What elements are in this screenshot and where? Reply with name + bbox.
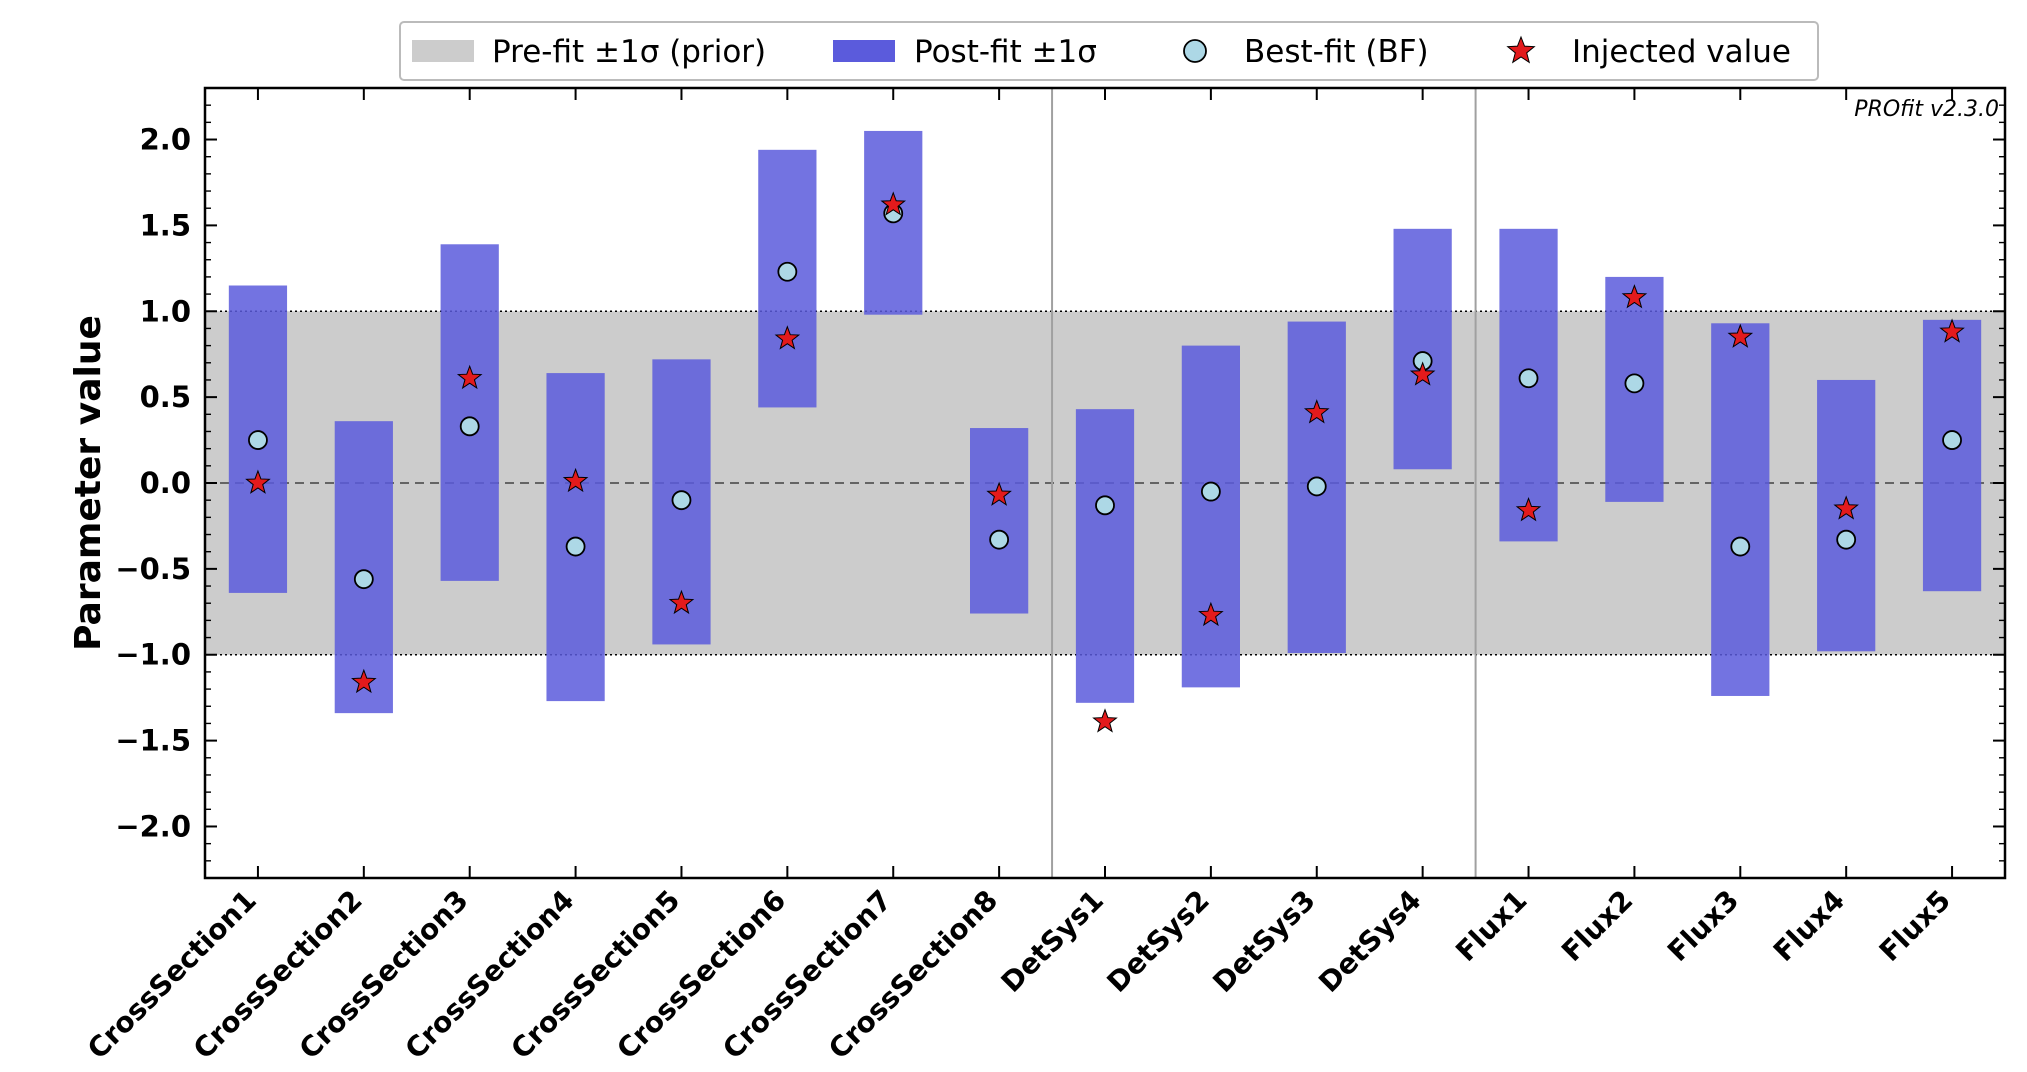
group-separators-layer — [1051, 88, 1477, 878]
postfit-bar-detsys4 — [1393, 228, 1452, 470]
legend-frame — [399, 21, 1819, 81]
bestfit-point-crosssection6 — [777, 261, 798, 282]
y-axis-label: Parameter value — [68, 315, 109, 651]
injected-star-detsys1 — [1092, 708, 1118, 733]
legend-label-prior: Pre-fit ±1σ (prior) — [492, 34, 766, 70]
bestfit-point-flux4 — [1836, 529, 1857, 550]
bestfit-point-flux5 — [1942, 430, 1962, 450]
bestfit-point-detsys1 — [1095, 495, 1115, 516]
injected-stars-layer — [245, 191, 1965, 733]
x-tick-label-flux3: Flux3 — [1661, 884, 1745, 968]
injected-star-flux3 — [1727, 323, 1754, 348]
x-tick-label-detsys2: DetSys2 — [1100, 884, 1215, 999]
y-tick-label: −2.0 — [115, 809, 191, 843]
postfit-bar-crosssection2 — [334, 421, 393, 714]
postfit-bar-flux4 — [1817, 379, 1876, 652]
postfit-bar-crosssection8 — [970, 428, 1029, 614]
bestfit-point-flux2 — [1624, 373, 1645, 394]
injected-star-crosssection3 — [456, 364, 483, 390]
y-tick-label: 1.5 — [140, 208, 191, 242]
injected-star-flux2 — [1621, 284, 1648, 309]
injected-star-crosssection7 — [880, 191, 907, 216]
injected-star-crosssection1 — [245, 469, 271, 494]
x-tick-label-detsys3: DetSys3 — [1206, 884, 1321, 999]
legend: Pre-fit ±1σ (prior) Post-fit ±1σ Best-fit … — [399, 21, 1819, 81]
x-tick-label-detsys4: DetSys4 — [1312, 884, 1427, 999]
injected-star-detsys4 — [1409, 361, 1436, 386]
legend-marker-bestfit — [1183, 39, 1207, 63]
bestfit-point-crosssection5 — [671, 490, 692, 511]
y-tick-label: 0.5 — [140, 380, 191, 414]
x-tick-label-flux2: Flux2 — [1555, 884, 1639, 968]
injected-star-crosssection8 — [986, 481, 1012, 506]
y-tick-label: 0.0 — [140, 466, 191, 500]
bestfit-point-crosssection2 — [353, 569, 374, 590]
x-tick-label-flux5: Flux5 — [1873, 884, 1957, 968]
bestfit-point-flux1 — [1518, 368, 1539, 389]
y-tick-label: −1.5 — [115, 724, 191, 758]
x-tick-label-flux4: Flux4 — [1767, 884, 1851, 968]
bestfit-point-crosssection4 — [565, 536, 586, 557]
injected-star-crosssection5 — [668, 589, 695, 615]
postfit-bar-detsys1 — [1075, 409, 1135, 703]
bestfit-point-flux3 — [1730, 536, 1751, 557]
y-tick-label: −1.0 — [115, 638, 191, 672]
legend-marker-injected — [1506, 35, 1536, 64]
bestfit-point-crosssection1 — [248, 430, 268, 450]
legend-label-postfit: Post-fit ±1σ — [914, 34, 1097, 70]
y-axis-ticks: −2.0 −1.5 −1.0 −0.5 0.0 0.5 1.0 1.5 2.0 — [115, 104, 2005, 862]
legend-label-bestfit: Best-fit (BF) — [1244, 34, 1429, 70]
y-tick-label: −0.5 — [115, 552, 191, 586]
y-tick-label: 1.0 — [140, 294, 191, 328]
y-tick-label: 2.0 — [140, 123, 191, 157]
injected-star-flux4 — [1833, 495, 1859, 520]
bestfit-point-detsys2 — [1200, 481, 1221, 502]
legend-swatch-prior — [412, 40, 474, 62]
postfit-bar-flux5 — [1922, 319, 1982, 592]
legend-swatch-postfit — [833, 40, 895, 62]
bestfit-point-crosssection8 — [989, 529, 1010, 550]
bestfit-point-crosssection3 — [459, 416, 480, 437]
injected-star-detsys2 — [1198, 601, 1224, 627]
postfit-bar-detsys2 — [1181, 345, 1240, 688]
injected-star-flux5 — [1939, 318, 1965, 343]
postfit-bar-crosssection3 — [440, 244, 499, 581]
bestfit-point-detsys3 — [1306, 476, 1327, 497]
injected-star-crosssection2 — [351, 668, 377, 694]
injected-star-flux1 — [1515, 497, 1542, 522]
injected-star-crosssection6 — [774, 325, 801, 350]
version-watermark: PROfit v2.3.0 — [1854, 97, 1999, 122]
injected-star-crosssection4 — [562, 467, 589, 493]
legend-label-injected: Injected value — [1572, 34, 1791, 70]
x-tick-label-flux1: Flux1 — [1449, 884, 1533, 968]
postfit-bar-flux3 — [1711, 323, 1770, 696]
injected-star-detsys3 — [1303, 399, 1330, 424]
x-tick-label-detsys1: DetSys1 — [995, 884, 1110, 999]
